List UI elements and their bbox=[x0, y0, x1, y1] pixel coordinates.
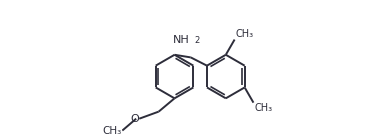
Text: CH₃: CH₃ bbox=[235, 29, 253, 39]
Text: O: O bbox=[130, 114, 139, 124]
Text: CH₃: CH₃ bbox=[102, 125, 122, 135]
Text: 2: 2 bbox=[194, 36, 200, 45]
Text: NH: NH bbox=[173, 35, 190, 45]
Text: CH₃: CH₃ bbox=[254, 103, 272, 113]
